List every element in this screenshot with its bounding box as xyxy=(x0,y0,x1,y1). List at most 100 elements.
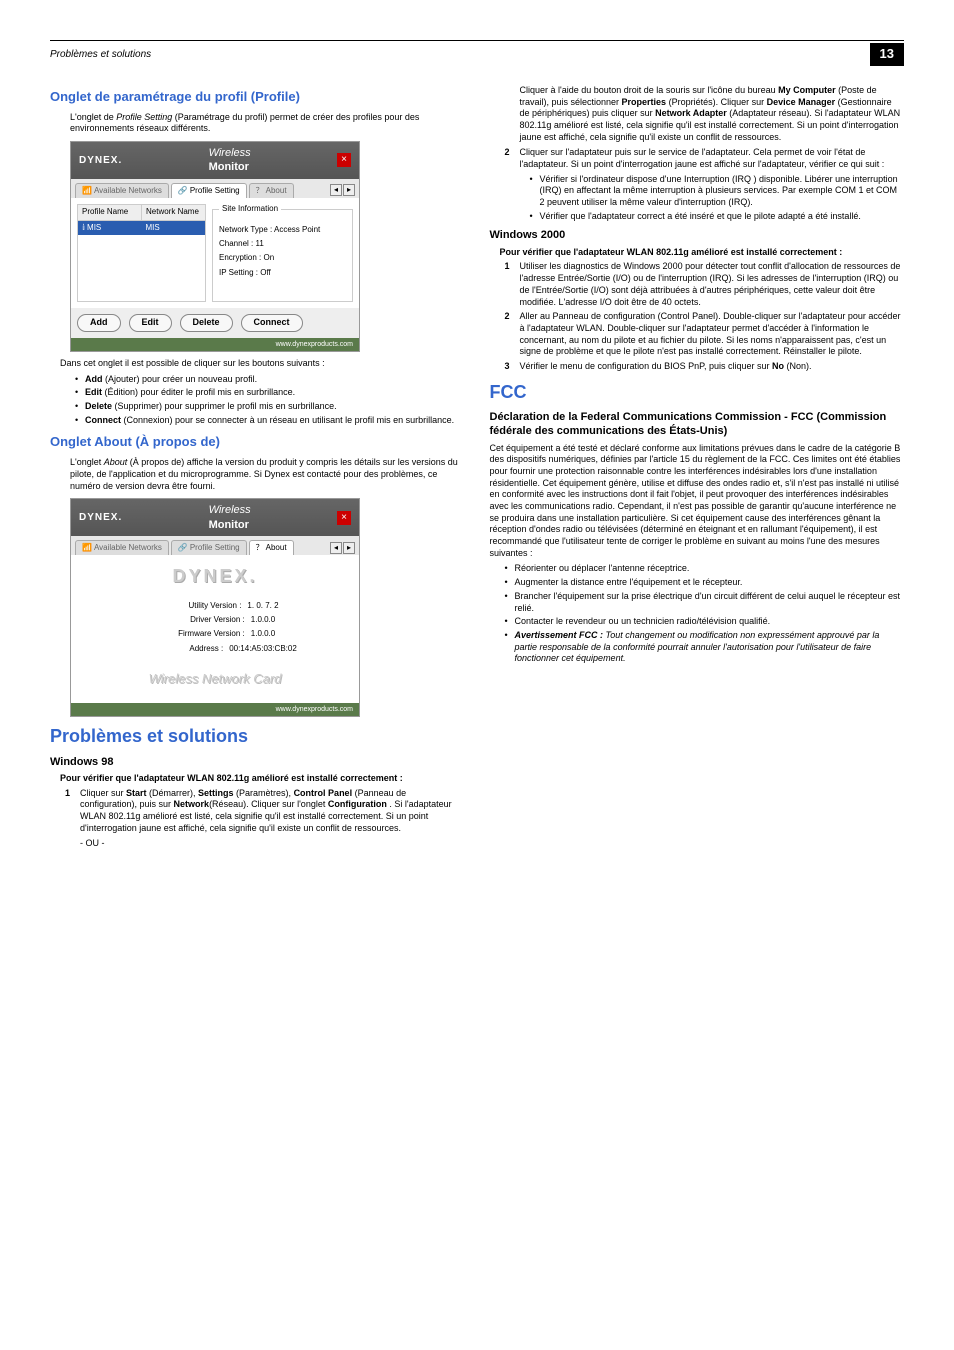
signal-icon: 📶 xyxy=(82,186,92,195)
para-buttons-intro: Dans cet onglet il est possible de cliqu… xyxy=(60,358,465,370)
page-number: 13 xyxy=(870,43,904,66)
link-icon: 🔗 xyxy=(178,186,188,195)
list-item: Réorienter ou déplacer l'antenne réceptr… xyxy=(515,563,905,575)
table-header: Profile Name Network Name xyxy=(78,205,205,220)
heading-win2000: Windows 2000 xyxy=(490,228,905,242)
numbered-list: 1Utiliser les diagnostics de Windows 200… xyxy=(520,261,905,372)
ss-tabs: 📶Available Networks 🔗Profile Setting ？Ab… xyxy=(71,179,359,198)
list-item: Vérifier si l'ordinateur dispose d'une I… xyxy=(540,174,905,209)
antenna-icon: 𝕚 xyxy=(82,223,85,232)
ss-tabs: 📶Available Networks 🔗Profile Setting ？Ab… xyxy=(71,536,359,555)
info-icon: ？ xyxy=(256,543,264,552)
numbered-list: 1 Cliquer sur Start (Démarrer), Settings… xyxy=(80,788,465,850)
arrow-right-icon[interactable]: ▸ xyxy=(343,542,355,554)
para-fcc: Cet équipement a été testé et déclaré co… xyxy=(490,443,905,560)
header-title: Problèmes et solutions xyxy=(50,48,151,61)
list-item: Brancher l'équipement sur la prise élect… xyxy=(515,591,905,614)
heading-profile: Onglet de paramétrage du profil (Profile… xyxy=(50,89,465,106)
close-icon[interactable]: × xyxy=(337,153,351,167)
heading-about: Onglet About (À propos de) xyxy=(50,434,465,451)
ss-about-body: DYNEX. Utility Version :1. 0. 7. 2 Drive… xyxy=(71,555,359,703)
heading-verify2: Pour vérifier que l'adaptateur WLAN 802.… xyxy=(500,247,905,259)
link-icon: 🔗 xyxy=(178,543,188,552)
th-profile-name: Profile Name xyxy=(78,205,142,219)
connect-button[interactable]: Connect xyxy=(241,314,303,332)
info-icon: ？ xyxy=(256,186,264,195)
list-item: Vérifier que l'adaptateur correct a été … xyxy=(540,211,905,223)
tab-profile-setting[interactable]: 🔗Profile Setting xyxy=(171,540,247,555)
version-wrap: Utility Version :1. 0. 7. 2 Driver Versi… xyxy=(71,599,359,657)
heading-problems: Problèmes et solutions xyxy=(50,725,465,748)
wireless-card-label: Wireless Network Card xyxy=(71,671,359,688)
list-item: 3Vérifier le menu de configuration du BI… xyxy=(520,361,905,373)
tab-available-networks[interactable]: 📶Available Networks xyxy=(75,183,169,198)
list-item: 1 Cliquer sur Start (Démarrer), Settings… xyxy=(80,788,465,850)
fcc-bullets: Réorienter ou déplacer l'antenne réceptr… xyxy=(515,563,905,665)
left-column: Onglet de paramétrage du profil (Profile… xyxy=(50,81,465,853)
table-row[interactable]: 𝕚 MIS MIS xyxy=(78,221,205,235)
screenshot-about: DYNEX. Wireless Monitor × 📶Available Net… xyxy=(70,498,360,717)
right-column: Cliquer à l'aide du bouton droit de la s… xyxy=(490,81,905,853)
site-info-legend: Site Information xyxy=(219,204,281,214)
list-item: 2Aller au Panneau de configuration (Cont… xyxy=(520,311,905,358)
version-line: Driver Version :1.0.0.0 xyxy=(155,615,275,625)
add-button[interactable]: Add xyxy=(77,314,121,332)
numbered-list: 2Cliquer sur l'adaptateur puis sur le se… xyxy=(520,147,905,170)
screenshot-profile-setting: DYNEX. Wireless Monitor × 📶Available Net… xyxy=(70,141,360,352)
list-item: Connect (Connexion) pour se connecter à … xyxy=(85,415,465,427)
tab-about[interactable]: ？About xyxy=(249,540,294,555)
signal-icon: 📶 xyxy=(82,543,92,552)
list-item: Contacter le revendeur ou un technicien … xyxy=(515,616,905,628)
ss-footer: www.dynexproducts.com xyxy=(71,703,359,716)
list-item: 1Utiliser les diagnostics de Windows 200… xyxy=(520,261,905,308)
ss-footer: www.dynexproducts.com xyxy=(71,338,359,351)
arrow-left-icon[interactable]: ◂ xyxy=(330,542,342,554)
tab-about[interactable]: ？About xyxy=(249,183,294,198)
ss-brand: DYNEX. xyxy=(79,154,122,167)
td-network: MIS xyxy=(142,221,206,235)
list-item: Edit (Édition) pour éditer le profil mis… xyxy=(85,387,465,399)
running-header: Problèmes et solutions 13 xyxy=(50,40,904,66)
nested-bullets: Vérifier si l'ordinateur dispose d'une I… xyxy=(540,174,905,223)
list-item: Augmenter la distance entre l'équipement… xyxy=(515,577,905,589)
dynex-logo: DYNEX. xyxy=(71,565,359,588)
version-line: Firmware Version :1.0.0.0 xyxy=(155,629,275,639)
button-list: Add (Ajouter) pour créer un nouveau prof… xyxy=(85,374,465,427)
para-mycomputer: Cliquer à l'aide du bouton droit de la s… xyxy=(520,85,905,143)
ss-titlebar: DYNEX. Wireless Monitor × xyxy=(71,142,359,179)
or-divider: - OU - xyxy=(80,838,465,850)
site-information: Site Information Network Type : Access P… xyxy=(212,204,353,302)
version-line: Utility Version :1. 0. 7. 2 xyxy=(151,601,278,611)
ss-window-title: Wireless Monitor xyxy=(209,146,251,175)
button-row: Add Edit Delete Connect xyxy=(71,308,359,338)
info-line: IP Setting : Off xyxy=(219,268,346,278)
arrow-left-icon[interactable]: ◂ xyxy=(330,184,342,196)
tab-available-networks[interactable]: 📶Available Networks xyxy=(75,540,169,555)
heading-fcc: FCC xyxy=(490,381,905,404)
para-about: L'onglet About (À propos de) affiche la … xyxy=(70,457,465,492)
ss-window-title: Wireless Monitor xyxy=(209,503,251,532)
heading-declaration: Déclaration de la Federal Communications… xyxy=(490,410,905,439)
td-profile: 𝕚 MIS xyxy=(78,221,142,235)
tab-profile-setting[interactable]: 🔗Profile Setting xyxy=(171,183,247,198)
list-item: Avertissement FCC : Tout changement ou m… xyxy=(515,630,905,665)
ss-titlebar: DYNEX. Wireless Monitor × xyxy=(71,499,359,536)
list-item: Delete (Supprimer) pour supprimer le pro… xyxy=(85,401,465,413)
profile-table: Profile Name Network Name 𝕚 MIS MIS xyxy=(77,204,206,302)
para-profile: L'onglet de Profile Setting (Paramétrage… xyxy=(70,112,465,135)
heading-win98: Windows 98 xyxy=(50,755,465,769)
list-item: 2Cliquer sur l'adaptateur puis sur le se… xyxy=(520,147,905,170)
list-item: Add (Ajouter) pour créer un nouveau prof… xyxy=(85,374,465,386)
edit-button[interactable]: Edit xyxy=(129,314,172,332)
ss-body: Profile Name Network Name 𝕚 MIS MIS Site… xyxy=(71,198,359,308)
content-columns: Onglet de paramétrage du profil (Profile… xyxy=(50,81,904,853)
arrow-right-icon[interactable]: ▸ xyxy=(343,184,355,196)
info-line: Channel : 11 xyxy=(219,239,346,249)
ss-brand: DYNEX. xyxy=(79,511,122,524)
info-line: Network Type : Access Point xyxy=(219,225,346,235)
version-line: Address :00:14:A5:03:CB:02 xyxy=(133,644,297,654)
info-line: Encryption : On xyxy=(219,253,346,263)
delete-button[interactable]: Delete xyxy=(180,314,233,332)
close-icon[interactable]: × xyxy=(337,511,351,525)
heading-verify: Pour vérifier que l'adaptateur WLAN 802.… xyxy=(60,773,465,785)
